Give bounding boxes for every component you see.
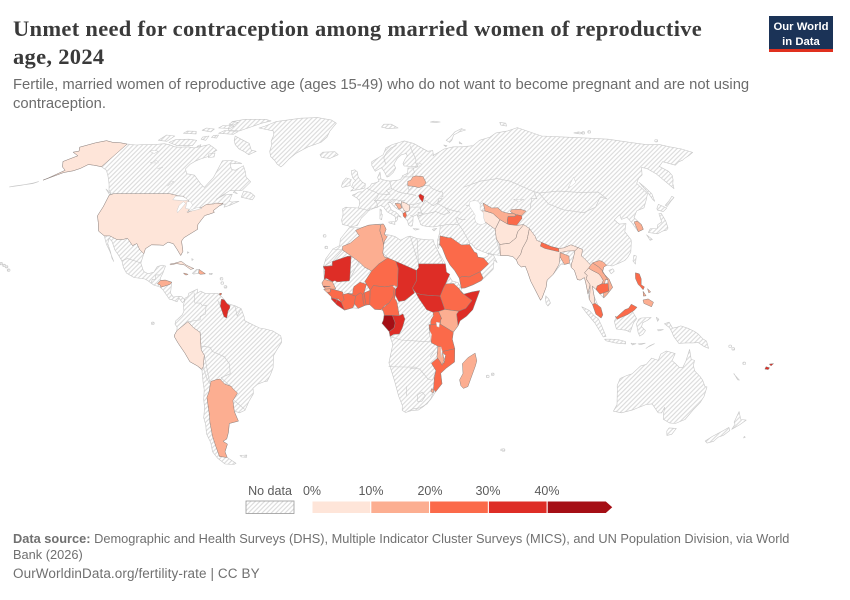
svg-text:No data: No data	[248, 484, 292, 498]
svg-text:40%: 40%	[534, 484, 559, 498]
svg-text:20%: 20%	[417, 484, 442, 498]
svg-text:0%: 0%	[303, 484, 321, 498]
svg-text:10%: 10%	[358, 484, 383, 498]
svg-text:30%: 30%	[475, 484, 500, 498]
